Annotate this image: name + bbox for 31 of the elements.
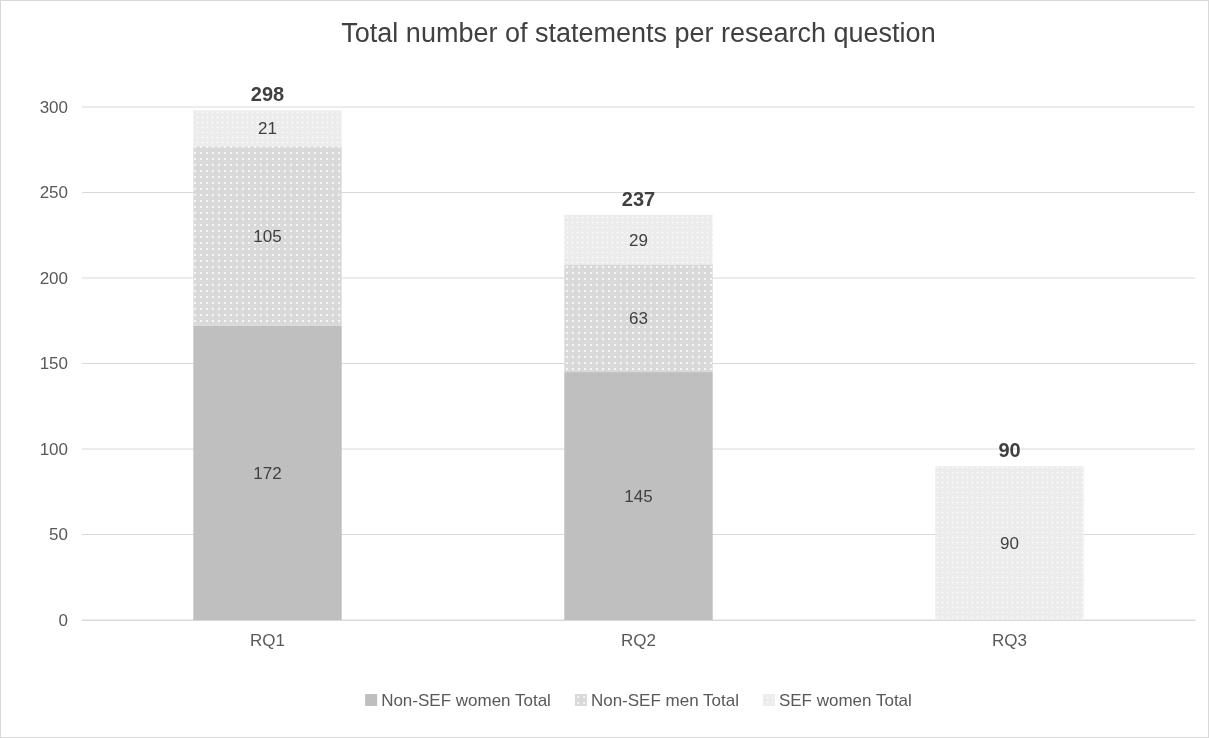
legend-label: SEF women Total [778,691,912,710]
y-tick-label: 100 [39,439,68,459]
bar [193,146,342,326]
bar [564,372,713,620]
bar [193,110,342,147]
bar [564,264,713,373]
data-label: 21 [258,119,277,139]
data-label: 63 [629,309,648,329]
y-tick-label: 200 [39,268,68,288]
bar [564,214,713,265]
x-tick-label: RQ1 [250,631,285,651]
y-tick-label: 250 [39,183,68,203]
legend-label: Non-SEF women Total [381,691,551,710]
x-tick-label: RQ2 [621,631,656,651]
data-label: 105 [253,227,282,247]
x-tick-label: RQ3 [992,631,1027,651]
bar [935,466,1084,620]
data-label: 145 [624,487,653,507]
y-tick-label: 0 [58,610,68,630]
data-label: 90 [1000,534,1019,554]
chart-title: Total number of statements per research question [341,18,936,48]
y-tick-label: 150 [39,354,68,374]
y-tick-label: 300 [39,97,68,117]
total-label: 90 [998,439,1021,462]
bar [193,325,342,620]
legend-label: Non-SEF men Total [590,691,739,710]
total-label: 237 [621,187,656,210]
data-label: 172 [253,463,282,483]
y-tick-label: 50 [49,525,68,545]
data-label: 29 [629,230,648,250]
total-label: 298 [250,83,285,106]
